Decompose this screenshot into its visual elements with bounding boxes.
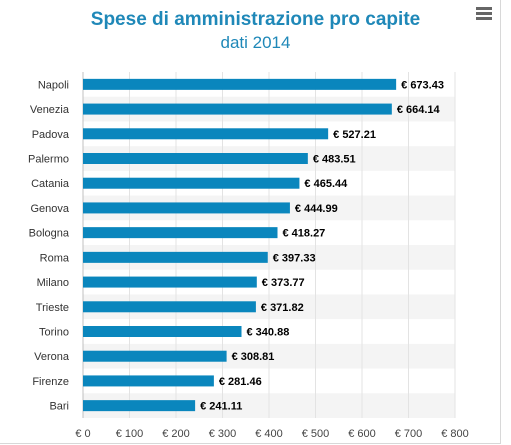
bar-bologna [83, 227, 278, 239]
value-label: € 241.11 [200, 401, 242, 413]
bar-torino [83, 326, 242, 337]
category-label: Roma [40, 252, 70, 264]
x-tick-label: € 500 [302, 428, 330, 440]
value-label: € 308.81 [232, 351, 275, 363]
category-label: Verona [34, 351, 70, 363]
bar-verona [83, 350, 227, 362]
bar-firenze [83, 375, 214, 387]
bar-roma [83, 251, 268, 263]
value-label: € 444.99 [295, 203, 338, 215]
bar-palermo [83, 153, 308, 164]
category-label: Bari [49, 401, 69, 413]
bar-catania [83, 177, 300, 189]
chart-title: Spese di amministrazione pro capite [90, 9, 421, 30]
x-tick-label: € 400 [255, 428, 283, 440]
category-label: Torino [39, 327, 69, 339]
value-label: € 373.77 [262, 277, 305, 289]
category-label: Genova [30, 203, 69, 215]
x-tick-label: € 700 [395, 428, 423, 440]
bar-padova [83, 128, 329, 140]
category-label: Palermo [28, 154, 69, 166]
x-tick-label: € 800 [441, 428, 469, 440]
chart-container [0, 0, 501, 444]
x-tick-label: € 0 [75, 428, 90, 440]
category-label: Padova [32, 129, 70, 141]
x-tick-label: € 300 [209, 428, 237, 440]
value-label: € 527.21 [333, 129, 376, 141]
bar-bari [83, 400, 196, 412]
category-label: Catania [31, 178, 70, 190]
value-label: € 465.44 [304, 178, 348, 190]
category-label: Trieste [36, 302, 69, 314]
value-label: € 371.82 [261, 302, 304, 314]
value-label: € 483.51 [313, 154, 356, 166]
hamburger-menu-icon[interactable] [476, 7, 492, 21]
category-label: Napoli [38, 79, 69, 91]
x-tick-label: € 200 [162, 428, 190, 440]
bar-trieste [83, 301, 256, 313]
x-tick-label: € 100 [116, 428, 144, 440]
category-label: Milano [37, 277, 69, 289]
category-label: Venezia [30, 104, 70, 116]
value-label: € 281.46 [219, 376, 262, 388]
bar-napoli [83, 78, 397, 90]
value-label: € 340.88 [247, 327, 290, 339]
x-tick-label: € 600 [348, 428, 376, 440]
value-label: € 418.27 [282, 228, 325, 240]
category-label: Firenze [32, 376, 69, 388]
value-label: € 673.43 [401, 79, 444, 91]
value-label: € 664.14 [397, 104, 441, 116]
bar-venezia [83, 103, 392, 115]
bar-genova [83, 202, 290, 214]
category-label: Bologna [29, 228, 70, 240]
bar-milano [83, 276, 257, 288]
value-label: € 397.33 [273, 252, 316, 264]
chart-subtitle: dati 2014 [220, 33, 291, 52]
